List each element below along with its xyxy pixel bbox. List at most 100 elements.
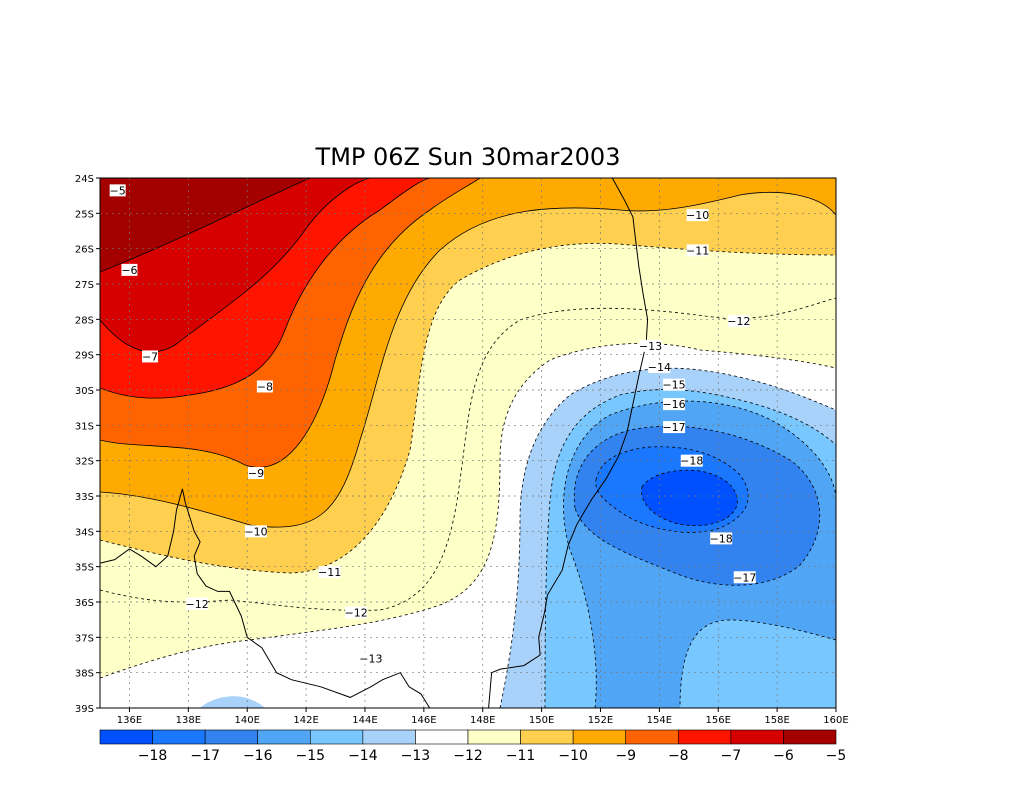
y-tick-label: 26S [75,245,94,256]
contour-label-bg [663,378,686,391]
filled-contours: −5 −6 −7 −8 −9 −10 −11 −12 −12 −13 −10 −11 −12 −13 −14… [100,178,836,708]
y-tick-label: 31S [75,421,94,432]
colorbar-swatch [783,729,837,745]
y-tick-label: 25S [75,209,94,220]
y-tick-label: 32S [75,457,94,468]
contour-label-bg [686,209,709,222]
contour-label: −11 [318,566,341,579]
y-tick-label: 29S [75,351,94,362]
x-tick-label: 150E [529,715,554,726]
coastline-segment [100,488,431,708]
x-tick-label: 160E [823,715,848,726]
contour-label: −7 [142,350,158,363]
colorbar-label: −5 [826,748,847,764]
x-axis: 136E 138E 140E 142E 144E 146E 148E 150E 152E 154E… [117,708,849,726]
contour-labels: −5 −6 −7 −8 −9 −10 −11 −12 −12 −13 −10 −11 −12 −13 −14… [109,184,756,666]
contour-label-bg [686,244,709,257]
x-tick-label: 138E [176,715,201,726]
colorbar-swatch [204,729,259,745]
colorbar-label: −16 [243,748,273,764]
contour-line [544,389,836,708]
x-tick-label: 144E [352,715,377,726]
contour-label: −12 [186,598,209,611]
coastline [100,178,649,708]
contour-label: −10 [686,209,709,222]
y-tick-label: 36S [75,598,94,609]
colorbar-swatch [152,729,206,745]
contour-label-bg [109,184,126,197]
colorbar-swatch [257,729,311,745]
colorbar-swatch [677,729,732,745]
level-region [641,470,738,526]
contour-label: −14 [648,361,671,374]
contour-label-bg [248,467,265,480]
contour-label-bg [245,525,268,538]
y-axis: 24S 25S 26S 27S 28S 29S 30S 31S 32S 33S 34S 35S 36S 3… [75,174,100,715]
colorbar-label: −18 [138,748,168,764]
contour-label: −11 [686,244,709,257]
y-tick-label: 39S [75,704,94,715]
contour-label-bg [318,565,341,578]
contour-label: −18 [710,532,733,545]
contour-label: −5 [110,184,126,197]
contour-label-bg [733,571,756,584]
colorbar: −18 −17 −16 −15 −14 −13 −12 −11 −10 −9 −8 −7 −6 −5 [99,729,847,764]
y-tick-label: 38S [75,669,94,680]
contour-label-bg [359,652,382,665]
contour-label: −12 [345,607,368,620]
colorbar-swatch [467,729,521,745]
contour-label: −17 [662,421,685,434]
contour-label: −16 [662,398,685,411]
colorbar-swatch [362,729,416,745]
grid-lines [100,178,836,708]
colorbar-swatch [520,729,574,745]
contour-label: −15 [662,379,685,392]
x-tick-label: 158E [764,715,789,726]
contour-line [100,178,311,273]
contour-label: −6 [121,264,137,277]
colorbar-label: −7 [721,748,742,764]
contour-label: −18 [680,455,703,468]
contour-line [595,446,749,533]
contour-label-bg [710,532,733,545]
x-tick-label: 142E [293,715,318,726]
contour-label-bg [639,339,662,352]
contour-line [100,178,431,399]
x-tick-label: 154E [647,715,672,726]
contour-label-bg [121,263,138,276]
colorbar-swatch [99,729,153,745]
x-tick-label: 156E [706,715,731,726]
contour-label: −12 [727,315,750,328]
contour-label-bg [648,361,671,374]
contour-lines [100,178,836,528]
y-tick-label: 27S [75,280,94,291]
x-tick-label: 148E [470,715,495,726]
y-tick-label: 35S [75,563,94,574]
contour-label-bg [345,606,368,619]
x-tick-label: 152E [588,715,613,726]
contour-line [563,400,836,708]
y-tick-label: 24S [75,174,94,185]
colorbar-label: −14 [348,748,378,764]
colorbar-swatch [309,729,364,745]
colorbar-label: −17 [190,748,220,764]
x-tick-label: 146E [411,715,436,726]
x-tick-label: 136E [117,715,142,726]
colorbar-swatch [415,729,469,745]
colorbar-label: −15 [296,748,326,764]
coastline-segment [488,178,649,708]
contour-label-bg [663,421,686,434]
colorbar-label: −10 [558,748,588,764]
contour-line [573,425,821,586]
contour-line [100,343,836,679]
y-tick-label: 28S [75,315,94,326]
x-tick-label: 140E [234,715,259,726]
colorbar-label: −11 [506,748,536,764]
y-tick-label: 33S [75,492,94,503]
contour-label-bg [680,454,703,467]
contour-label-bg [663,398,686,411]
contour-label-bg [256,380,273,393]
y-tick-label: 34S [75,527,94,538]
contour-label: −13 [639,340,662,353]
